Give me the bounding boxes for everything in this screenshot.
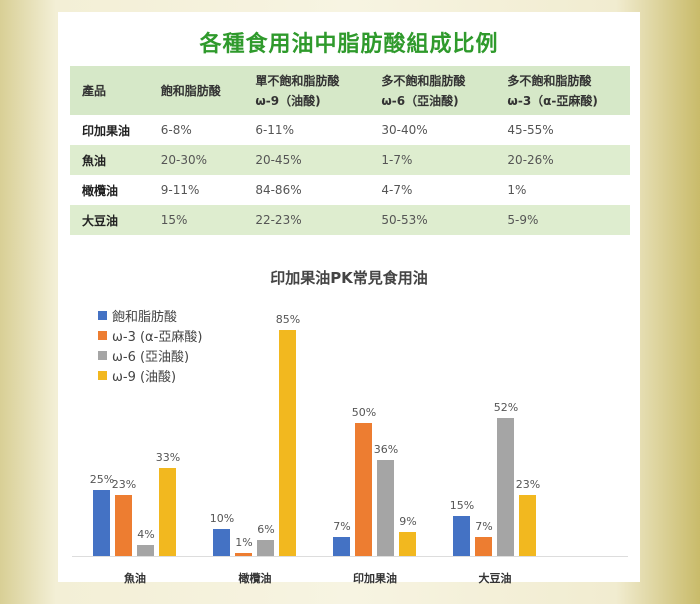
cell-value: 20-26% [495,145,630,175]
data-label: 25% [89,472,115,486]
column-header: 產品 [70,66,149,115]
bar-2-2 [377,460,394,556]
data-label: 7% [333,520,351,534]
table-row: 印加果油 6-8% 6-11% 30-40% 45-55% [70,115,630,145]
data-label: 85% [275,313,301,326]
bar-chart: 印加果油PK常見食用油 飽和脂肪酸 ω-3 (α-亞麻酸) ω-6 (亞油酸) ω-9… [58,257,640,585]
column-header: 多不飽和脂肪酸 ω-6（亞油酸) [369,66,496,115]
fatty-acid-table: 產品 飽和脂肪酸 單不飽和脂肪酸 ω-9（油酸) 多不飽和脂肪酸 ω-6（亞油酸) 多不飽和… [70,66,630,235]
bar-3-2 [497,417,514,556]
table-row: 大豆油 15% 22-23% 50-53% 5-9% [70,205,630,235]
data-label: 9% [399,515,417,529]
data-label: 23% [111,477,137,491]
column-header: 飽和脂肪酸 [148,66,244,115]
header-line-1: 多不飽和脂肪酸 [381,73,466,88]
bar-3-0 [453,516,470,556]
header-line-2: ω-9（油酸) [255,93,321,108]
cell-value: 20-30% [148,145,244,175]
header-line-1: 產品 [82,83,107,98]
product-name: 大豆油 [70,205,149,235]
bar-3-3 [519,494,536,556]
bar-1-0 [213,529,230,556]
cell-value: 15% [148,205,244,235]
data-label: 50% [351,406,377,420]
category-label: 大豆油 [478,572,512,585]
product-name: 橄欖油 [82,183,119,198]
legend-label: ω-6 (亞油酸) [112,349,190,365]
data-label: 10% [209,512,235,526]
column-header: 多不飽和脂肪酸 ω-3（α-亞麻酸) [495,66,630,115]
legend-item: 飽和脂肪酸 [98,305,202,325]
data-label: 33% [155,451,181,465]
legend-swatch [98,370,107,380]
cell-value: 6-8% [160,123,192,137]
category-label: 橄欖油 [238,572,272,585]
bar-1-1 [235,553,252,556]
cell-value: 6-11% [255,123,294,137]
legend-label: ω-3 (α-亞麻酸) [112,329,203,345]
legend-label: ω-9 (油酸) [112,369,177,385]
data-label: 1% [235,536,253,550]
cell-value: 5-9% [495,205,630,235]
cell-value: 20-45% [243,145,370,175]
bar-2-1 [355,423,372,556]
product-name: 印加果油 [82,123,131,138]
chart-legend: 飽和脂肪酸 ω-3 (α-亞麻酸) ω-6 (亞油酸) ω-9 (油酸) [98,305,202,385]
cell-value: 1% [507,183,527,197]
table-row: 橄欖油 9-11% 84-86% 4-7% 1% [70,175,630,205]
data-label: 7% [475,520,493,534]
data-label: 6% [257,523,275,537]
data-label: 52% [493,400,519,414]
x-axis [72,556,628,557]
bar-3-1 [475,537,492,556]
bar-0-1 [115,494,132,556]
page-title: 各種食用油中脂肪酸組成比例 [199,32,499,57]
bar-2-0 [333,537,350,556]
header-line-1: 多不飽和脂肪酸 [507,73,592,88]
data-label: 15% [449,499,475,513]
content-card: 各種食用油中脂肪酸組成比例 產品 飽和脂肪酸 單不飽和脂肪酸 ω-9（油酸) 多不飽和脂… [58,12,640,585]
cell-value: 45-55% [507,123,554,137]
data-label: 4% [137,528,155,542]
bar-0-2 [137,545,154,556]
header-line-1: 飽和脂肪酸 [160,83,221,98]
header-line-2: ω-6（亞油酸) [381,93,459,108]
legend-swatch [98,330,107,340]
legend-item: ω-9 (油酸) [98,365,202,385]
cell-value: 1-7% [369,145,496,175]
bar-0-3 [159,468,176,556]
cell-value: 4-7% [381,183,413,197]
header-line-2: ω-3（α-亞麻酸) [507,93,598,108]
cell-value: 84-86% [255,183,302,197]
cell-value: 22-23% [243,205,370,235]
legend-swatch [98,350,107,360]
table-row: 魚油 20-30% 20-45% 1-7% 20-26% [70,145,630,175]
header-line-1: 單不飽和脂肪酸 [255,73,340,88]
bar-1-2 [257,540,274,556]
product-name: 魚油 [70,145,149,175]
category-label: 印加果油 [353,572,397,585]
legend-item: ω-3 (α-亞麻酸) [98,325,202,345]
bar-0-0 [93,489,110,556]
cell-value: 30-40% [381,123,428,137]
bar-2-3 [399,532,416,556]
legend-swatch [98,310,107,320]
chart-title: 印加果油PK常見食用油 [270,269,428,287]
bar-1-3 [279,330,296,556]
cell-value: 9-11% [160,183,200,197]
column-header: 單不飽和脂肪酸 ω-9（油酸) [243,66,370,115]
legend-item: ω-6 (亞油酸) [98,345,202,365]
data-label: 36% [373,443,399,457]
category-label: 魚油 [124,572,146,585]
data-label: 23% [515,477,541,491]
cell-value: 50-53% [369,205,496,235]
legend-label: 飽和脂肪酸 [112,309,178,325]
